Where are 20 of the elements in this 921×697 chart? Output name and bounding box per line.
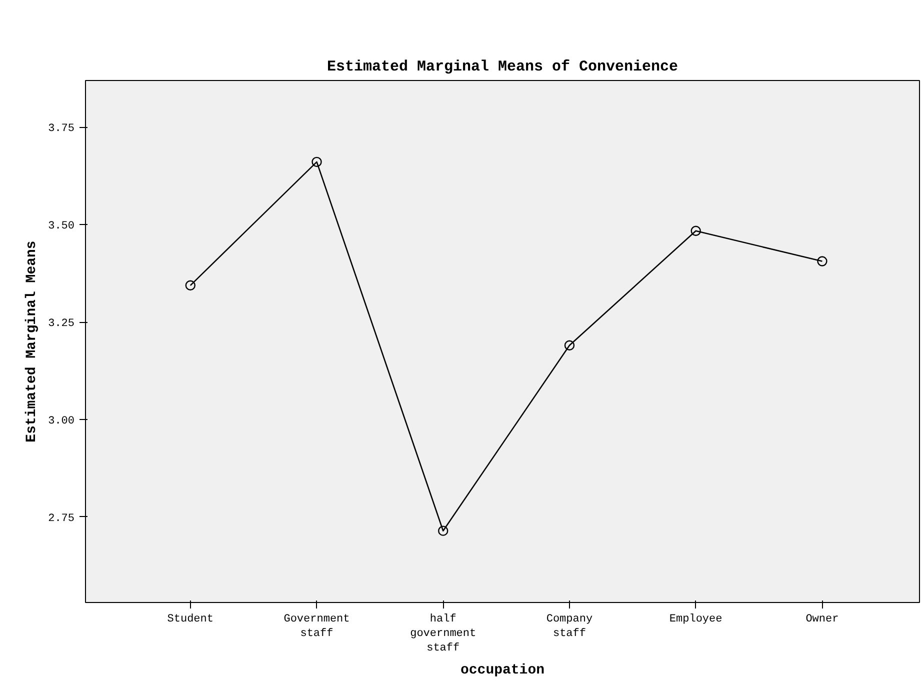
x-tick-label: Company staff	[546, 614, 593, 640]
x-tick-label: Student	[167, 614, 214, 626]
point	[312, 156, 322, 168]
point	[690, 226, 701, 236]
y-axis-title: Estimated Marginal Means	[24, 240, 40, 442]
y-tick-label: 2.75	[48, 512, 74, 525]
point	[564, 340, 575, 350]
point	[817, 256, 828, 266]
x-tick-label: half government staff	[410, 614, 476, 654]
point	[185, 280, 196, 290]
y-tick-label: 3.00	[48, 415, 74, 428]
x-tick-label: Government staff	[284, 614, 350, 640]
point	[438, 526, 448, 536]
y-tick-label: 3.25	[48, 318, 74, 330]
y-tick-label: 3.50	[48, 220, 74, 233]
x-axis-title: occupation	[460, 662, 545, 678]
x-tick-label: Employee	[669, 614, 722, 626]
y-tick-label: 3.75	[48, 123, 74, 136]
chart-title: Estimated Marginal Means of Convenience	[326, 58, 678, 76]
x-tick-label: Owner	[806, 614, 839, 626]
